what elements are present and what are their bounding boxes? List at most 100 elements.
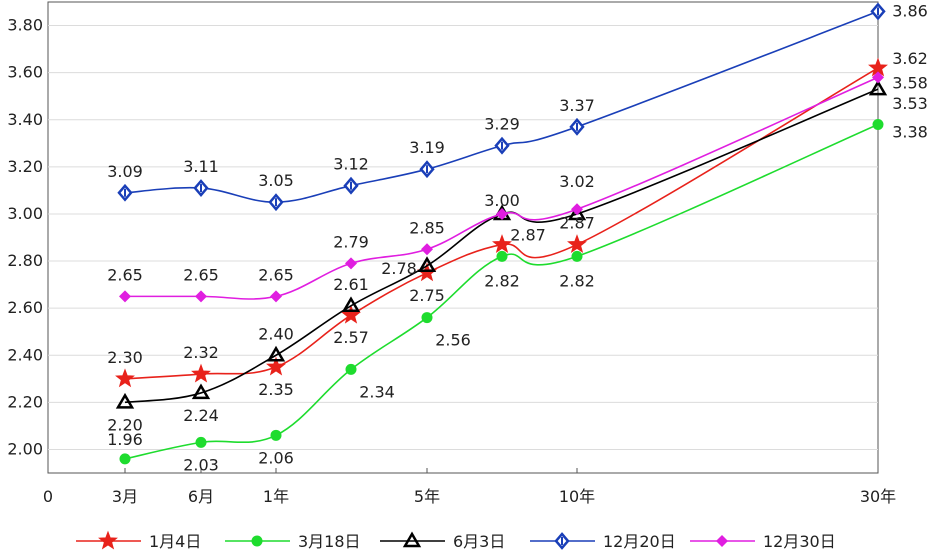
- data-label: 3.02: [559, 172, 595, 191]
- x-tick-label: 6月: [188, 487, 214, 506]
- data-label: 2.85: [409, 218, 445, 237]
- star-marker: [191, 363, 211, 383]
- x-tick-label: 1年: [263, 487, 289, 506]
- diamond-marker: [343, 176, 359, 195]
- data-label: 2.34: [359, 382, 395, 401]
- triangle-marker: [402, 531, 422, 548]
- data-label: 2.65: [107, 265, 143, 284]
- data-label: 2.75: [409, 286, 445, 305]
- series-line: [124, 88, 879, 404]
- data-label: 2.87: [510, 226, 546, 245]
- y-tick-label: 3.80: [7, 16, 43, 35]
- triangle-marker: [266, 345, 286, 362]
- data-label: 2.56: [435, 331, 471, 350]
- star-marker: [341, 304, 361, 324]
- y-tick-label: 3.60: [7, 63, 43, 82]
- data-label: 2.87: [559, 214, 595, 233]
- label-layer: 2.30 2.32 2.35 2.57 2.75 2.87 2.87 3.62 1.96 2.03…: [107, 1, 928, 474]
- star-marker: [567, 234, 587, 253]
- data-label: 2.06: [258, 448, 294, 467]
- grid-layer: [47, 1, 879, 474]
- star-marker: [115, 368, 135, 388]
- diamond-filled-marker: [345, 257, 357, 270]
- diamond-marker: [117, 183, 133, 202]
- data-label: 2.79: [333, 232, 369, 251]
- circle-marker: [571, 250, 583, 262]
- data-label: 2.30: [107, 348, 143, 367]
- diamond-filled-marker: [195, 290, 207, 303]
- data-label: 3.12: [333, 155, 369, 174]
- circle-marker: [496, 250, 508, 262]
- triangle-marker: [567, 204, 587, 221]
- y-tick-label: 2.60: [7, 298, 43, 317]
- diamond-marker: [569, 117, 585, 136]
- data-label: 2.03: [183, 455, 219, 474]
- diamond-filled-marker: [270, 290, 282, 303]
- circle-marker: [345, 363, 357, 375]
- triangle-marker: [417, 256, 437, 273]
- data-label: 3.37: [559, 96, 595, 115]
- circle-marker: [195, 436, 207, 448]
- legend-label: 1月4日: [149, 532, 201, 551]
- data-label: 2.24: [183, 406, 219, 425]
- x-tick-label: 3月: [112, 487, 138, 506]
- data-label: 2.57: [333, 328, 369, 347]
- circle-marker: [251, 535, 263, 547]
- data-label: 2.82: [484, 271, 520, 290]
- x-tick-label: 5年: [414, 487, 440, 506]
- data-label: 2.20: [107, 415, 143, 434]
- data-label: 3.86: [892, 1, 928, 20]
- data-label: 3.00: [484, 191, 520, 210]
- series-layer: [115, 2, 888, 465]
- diamond-marker: [494, 136, 510, 155]
- circle-marker: [872, 118, 884, 130]
- data-label: 2.65: [183, 265, 219, 284]
- legend-label: 6月3日: [453, 532, 505, 551]
- data-label: 1.96: [107, 430, 143, 449]
- data-label: 2.35: [258, 380, 294, 399]
- circle-marker: [270, 429, 282, 441]
- axis-layer: 2.00 2.20 2.40 2.60 2.80 3.00 3.20 3.40 3.60 3.80…: [7, 16, 896, 506]
- legend-label: 12月30日: [763, 532, 836, 551]
- data-label: 2.78: [381, 259, 417, 278]
- diamond-filled-marker: [872, 71, 884, 84]
- y-tick-label: 3.40: [7, 110, 43, 129]
- data-label: 2.82: [559, 271, 595, 290]
- y-tick-label: 2.40: [7, 345, 43, 364]
- diamond-marker: [193, 179, 209, 197]
- diamond-marker: [554, 532, 570, 550]
- star-marker: [98, 530, 118, 550]
- data-label: 3.38: [892, 122, 928, 141]
- data-label: 3.05: [258, 171, 294, 190]
- data-label: 2.61: [333, 275, 369, 294]
- legend-label: 3月18日: [298, 532, 361, 551]
- data-label: 3.19: [409, 138, 445, 157]
- star-marker: [266, 356, 286, 376]
- legend-label: 12月20日: [603, 532, 676, 551]
- circle-marker: [421, 312, 433, 324]
- data-label: 3.11: [183, 157, 219, 176]
- triangle-marker: [868, 79, 888, 96]
- x-tick-label: 0: [43, 487, 53, 506]
- data-label: 3.09: [107, 162, 143, 181]
- data-label: 3.62: [892, 49, 928, 68]
- data-label: 3.53: [892, 94, 928, 113]
- circle-marker: [119, 453, 131, 465]
- data-label: 2.65: [258, 265, 294, 284]
- diamond-filled-marker: [421, 243, 433, 256]
- y-tick-label: 2.20: [7, 392, 43, 411]
- data-label: 2.40: [258, 324, 294, 343]
- diamond-filled-marker: [571, 203, 583, 216]
- y-tick-label: 3.00: [7, 204, 43, 223]
- y-tick-label: 3.20: [7, 157, 43, 176]
- diamond-filled-marker: [119, 290, 131, 303]
- triangle-marker: [115, 392, 135, 409]
- diamond-marker: [268, 193, 284, 212]
- legend-layer: 1月4日 3月18日 6月3日 12月20日 12月30日: [76, 530, 836, 551]
- x-tick-label: 30年: [860, 487, 896, 506]
- triangle-marker: [191, 383, 211, 400]
- diamond-marker: [419, 160, 435, 179]
- data-label: 3.29: [484, 115, 520, 134]
